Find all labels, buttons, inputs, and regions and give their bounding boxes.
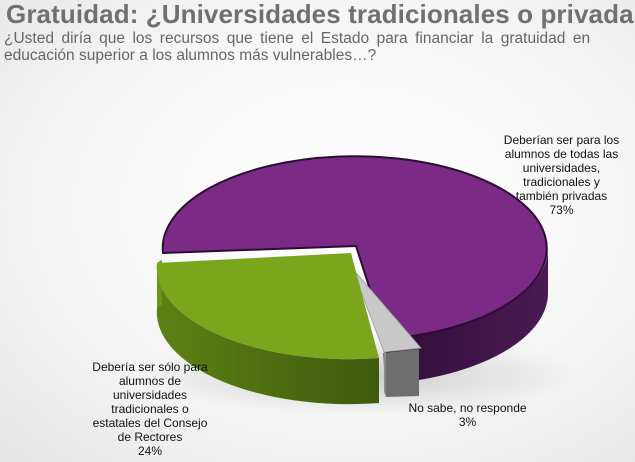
value-tradicionales: 24% bbox=[137, 444, 163, 458]
slice-todas-universidades bbox=[161, 155, 549, 384]
label-tradicionales: Debería ser sólo para alumnos de univers… bbox=[60, 360, 240, 458]
value-nosabe: 3% bbox=[458, 415, 477, 429]
slice-tradicionales bbox=[156, 253, 379, 405]
slice-no-sabe bbox=[351, 267, 422, 397]
value-todas: 73% bbox=[549, 203, 574, 217]
label-nosabe: No sabe, no responde 3% bbox=[400, 401, 535, 429]
subtitle-line-2: educación superior a los alumnos más vul… bbox=[4, 47, 377, 64]
subtitle-line-1: ¿Usted diría que los recursos que tiene … bbox=[4, 30, 591, 47]
chart-subtitle: ¿Usted diría que los recursos que tiene … bbox=[4, 30, 629, 64]
label-todas: Deberían ser para los alumnos de todas l… bbox=[488, 133, 635, 217]
chart-title: Gratuidad: ¿Universidades tradicionales … bbox=[6, 0, 635, 29]
